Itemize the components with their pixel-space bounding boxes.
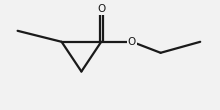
Text: O: O — [128, 37, 136, 47]
Text: O: O — [97, 4, 105, 14]
